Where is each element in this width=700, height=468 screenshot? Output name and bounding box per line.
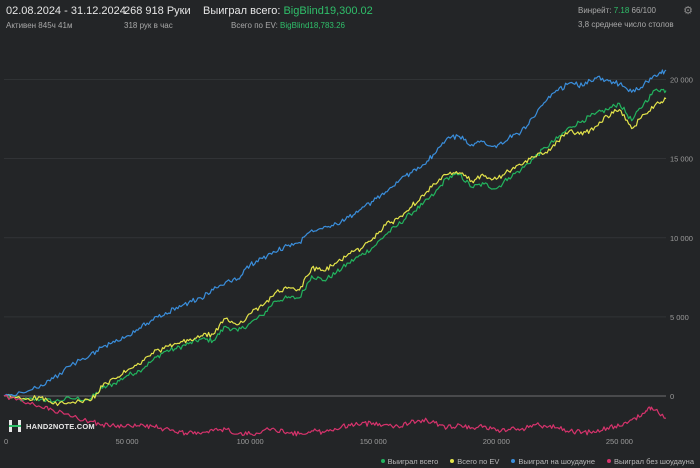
winrate-extra: 66/100 <box>631 6 656 15</box>
legend-dot-icon <box>607 459 611 463</box>
legend-label: Выиграл всего <box>387 456 439 466</box>
y-tick-label: 20 000 <box>670 76 693 85</box>
total-won: Выиграл всего: BigBlind19,300.02 <box>203 5 373 17</box>
legend-item[interactable]: Всего по EV <box>450 456 499 466</box>
total-ev: Всего по EV: BigBlind18,783.26 <box>231 21 345 30</box>
x-tick-label: 150 000 <box>360 437 387 446</box>
x-tick-label: 100 000 <box>237 437 264 446</box>
average-tables: 3,8 среднее число столов <box>578 20 674 29</box>
legend-item[interactable]: Выиграл без шоудауна <box>607 456 694 466</box>
total-ev-label: Всего по EV: <box>231 21 278 30</box>
date-range[interactable]: 02.08.2024 - 31.12.2024 <box>6 5 126 17</box>
legend-item[interactable]: Выиграл всего <box>380 456 439 466</box>
series-line <box>3 394 667 437</box>
series-line <box>3 88 667 404</box>
legend-label: Выиграл на шоудауне <box>518 456 595 466</box>
hands-per-hour: 318 рук в час <box>124 21 173 30</box>
legend-dot-icon <box>380 459 385 463</box>
total-won-value: BigBlind19,300.02 <box>283 5 373 17</box>
x-tick-label: 200 000 <box>483 437 510 446</box>
y-tick-label: 10 000 <box>670 234 693 243</box>
x-tick-label: 50 000 <box>116 437 139 446</box>
legend-dot-icon <box>511 459 516 463</box>
y-tick-label: 5 000 <box>670 313 689 322</box>
total-won-label: Выиграл всего: <box>203 5 281 17</box>
winrate-label: Винрейт: <box>578 6 612 15</box>
hands-count: 268 918 Руки <box>124 5 191 17</box>
logo-icon <box>8 419 22 433</box>
x-tick-label: 0 <box>4 437 8 446</box>
legend-dot-icon <box>450 459 455 463</box>
legend-label: Выиграл без шоудауна <box>614 456 694 466</box>
series-line <box>3 97 667 407</box>
header-bar: 02.08.2024 - 31.12.2024 Активен 845ч 41м… <box>0 0 700 36</box>
x-tick-label: 250 000 <box>606 437 633 446</box>
total-ev-value: BigBlind18,783.26 <box>280 21 345 30</box>
legend-label: Всего по EV <box>457 456 500 466</box>
chart-legend: Выиграл всего Всего по EV Выиграл на шоуда… <box>380 456 694 466</box>
winrate: Винрейт: 7.18 66/100 <box>578 6 656 15</box>
series-line <box>3 69 667 397</box>
gear-icon[interactable]: ⚙ <box>683 5 693 17</box>
logo: HAND2NOTE.COM <box>8 419 95 433</box>
legend-item[interactable]: Выиграл на шоудауне <box>511 456 595 466</box>
active-time: Активен 845ч 41м <box>6 21 73 30</box>
logo-text: HAND2NOTE.COM <box>26 421 95 431</box>
y-tick-label: 15 000 <box>670 155 693 164</box>
y-tick-label: 0 <box>670 392 674 401</box>
winrate-value: 7.18 <box>613 6 630 15</box>
